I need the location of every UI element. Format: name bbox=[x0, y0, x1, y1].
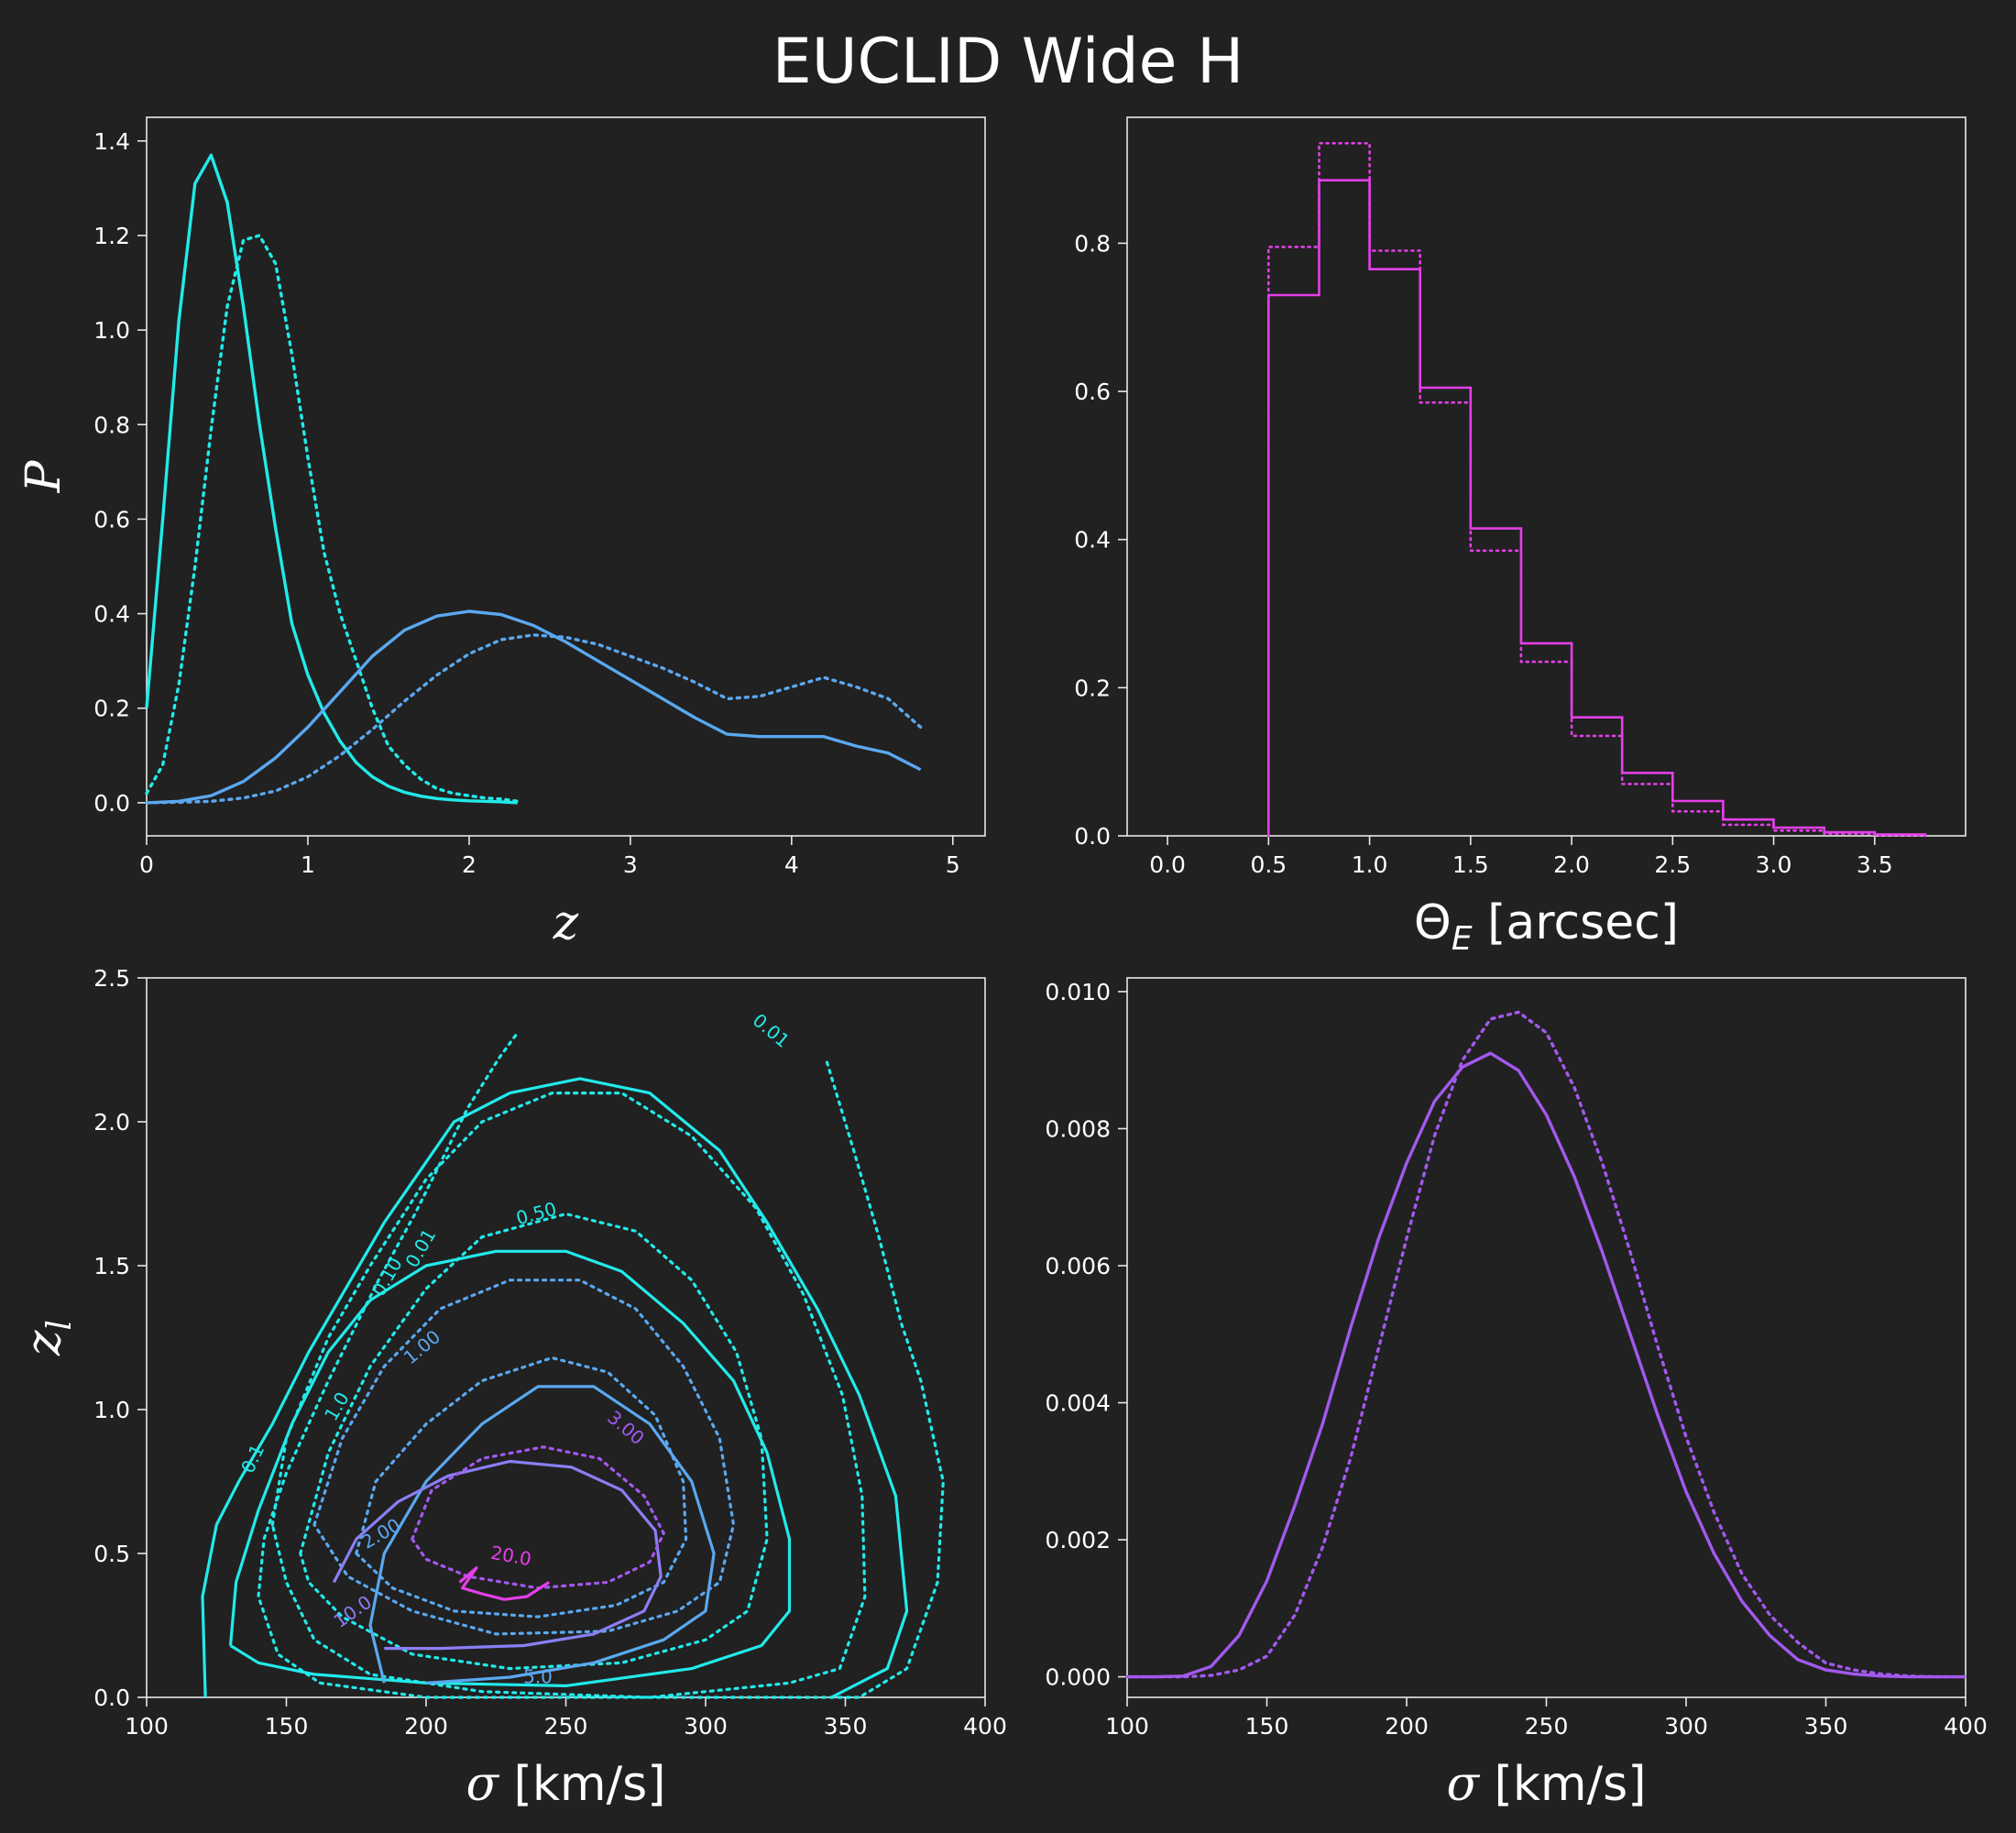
axes-frame bbox=[1126, 116, 1967, 837]
x-tick-label: 200 bbox=[1385, 1713, 1429, 1740]
x-tick-label: 400 bbox=[963, 1713, 1007, 1740]
y-tick-label: 0.2 bbox=[1074, 675, 1111, 701]
series-line-1 bbox=[145, 153, 518, 805]
y-tick-label: 0.004 bbox=[1045, 1390, 1111, 1417]
x-axis-label: σ [km/s] bbox=[1447, 1757, 1647, 1812]
y-tick-label: 1.4 bbox=[93, 128, 130, 155]
series-line-2 bbox=[145, 234, 520, 803]
x-axis-label: ΘE [arcsec] bbox=[1414, 895, 1679, 958]
x-tick-label: 0.0 bbox=[1149, 851, 1186, 878]
y-tick-label: 1.5 bbox=[93, 1253, 130, 1279]
series-line-1 bbox=[1127, 1051, 1966, 1679]
x-tick-label: 1.5 bbox=[1452, 851, 1489, 878]
x-tick-label: 1 bbox=[301, 851, 315, 878]
x-tick-label: 2 bbox=[462, 851, 477, 878]
x-tick-label: 100 bbox=[1105, 1713, 1149, 1740]
x-tick-label: 350 bbox=[824, 1713, 868, 1740]
series-line-2 bbox=[1125, 1010, 1967, 1679]
x-tick-label: 300 bbox=[684, 1713, 728, 1740]
x-tick-label: 100 bbox=[125, 1713, 169, 1740]
y-tick-label: 2.5 bbox=[93, 965, 130, 992]
contour-line-0.1 bbox=[201, 1077, 909, 1699]
series-line-3 bbox=[146, 609, 922, 805]
contour-label: 0.50 bbox=[514, 1198, 559, 1230]
contour-label: 0.01 bbox=[749, 1009, 794, 1052]
y-tick-label: 0.6 bbox=[93, 506, 130, 532]
histogram-step-2 bbox=[1267, 142, 1927, 838]
contour-label: 10.0 bbox=[330, 1591, 376, 1632]
x-tick-label: 400 bbox=[1944, 1713, 1988, 1740]
series-line-4 bbox=[145, 633, 923, 805]
x-tick-label: 250 bbox=[1525, 1713, 1569, 1740]
contour-label: 0.1 bbox=[236, 1441, 268, 1476]
x-tick-label: 4 bbox=[784, 851, 799, 878]
axes-frame bbox=[146, 116, 986, 837]
y-tick-label: 0.000 bbox=[1045, 1664, 1111, 1691]
axes-1: 0 1 2 3 4 5 0.0 0.2 0.4 0.6 0.8 1.0 1.2 1.4 z P bbox=[16, 116, 986, 950]
y-tick-label: 1.0 bbox=[93, 1397, 130, 1423]
x-tick-label: 150 bbox=[265, 1713, 309, 1740]
x-tick-label: 3 bbox=[623, 851, 638, 878]
y-axis-label: P bbox=[16, 460, 71, 494]
y-tick-label: 0.8 bbox=[93, 412, 130, 438]
figure-title: EUCLID Wide H bbox=[772, 26, 1244, 98]
contour-line-1.0 bbox=[228, 1249, 792, 1688]
y-tick-label: 0.006 bbox=[1045, 1253, 1111, 1279]
x-tick-label: 250 bbox=[544, 1713, 588, 1740]
y-tick-label: 1.2 bbox=[93, 223, 130, 249]
axes-frame bbox=[1126, 977, 1967, 1698]
contour-line-2.00 bbox=[355, 1356, 688, 1619]
y-tick-label: 0.0 bbox=[1074, 823, 1111, 850]
y-axis-label: zl bbox=[16, 1320, 79, 1356]
histogram-step-1 bbox=[1267, 179, 1927, 836]
y-tick-label: 1.0 bbox=[93, 317, 130, 344]
contour-line-0.50 bbox=[299, 1212, 769, 1671]
x-tick-label: 1.0 bbox=[1352, 851, 1388, 878]
y-tick-label: 0.5 bbox=[93, 1541, 130, 1567]
x-axis-label: z bbox=[553, 895, 579, 950]
contour-line-0.01 bbox=[257, 1034, 945, 1699]
y-tick-label: 0.4 bbox=[93, 601, 130, 628]
contour-line-10.0 bbox=[332, 1459, 663, 1651]
axes-frame bbox=[146, 977, 986, 1698]
contour-label: 20.0 bbox=[489, 1542, 533, 1570]
y-tick-label: 2.0 bbox=[93, 1109, 130, 1136]
y-tick-label: 0.4 bbox=[1074, 527, 1111, 554]
contour-line-20.0 bbox=[458, 1566, 551, 1601]
contour-label: 3.00 bbox=[603, 1406, 649, 1449]
x-tick-label: 0.5 bbox=[1250, 851, 1287, 878]
x-tick-label: 3.5 bbox=[1857, 851, 1893, 878]
contour-label: 1.0 bbox=[320, 1388, 354, 1425]
contour-label: 5.0 bbox=[523, 1665, 553, 1687]
x-tick-label: 0 bbox=[139, 851, 154, 878]
x-tick-label: 5 bbox=[946, 851, 960, 878]
x-tick-label: 200 bbox=[404, 1713, 448, 1740]
contour-line-1.00 bbox=[312, 1279, 736, 1636]
y-tick-label: 0.010 bbox=[1045, 979, 1111, 1005]
y-tick-label: 0.008 bbox=[1045, 1115, 1111, 1142]
x-tick-label: 300 bbox=[1664, 1713, 1708, 1740]
axes-2: 0.0 0.5 1.0 1.5 2.0 2.5 3.0 3.5 0.0 0.2 0.4 0.6 0.8 Θ… bbox=[1074, 116, 1967, 958]
contour-label: 1.00 bbox=[400, 1325, 445, 1368]
axes-4: 100 150 200 250 300 350 400 0.000 0.002 0.004 0.00… bbox=[1045, 977, 1988, 1812]
y-tick-label: 0.002 bbox=[1045, 1527, 1111, 1553]
x-tick-label: 2.0 bbox=[1553, 851, 1590, 878]
y-tick-label: 0.0 bbox=[93, 1685, 130, 1711]
contour-line-3.00 bbox=[411, 1445, 665, 1590]
x-axis-label: σ [km/s] bbox=[466, 1757, 666, 1812]
x-tick-label: 150 bbox=[1245, 1713, 1289, 1740]
y-tick-label: 0.6 bbox=[1074, 379, 1111, 405]
x-tick-label: 350 bbox=[1804, 1713, 1848, 1740]
y-tick-label: 0.8 bbox=[1074, 230, 1111, 257]
x-tick-label: 3.0 bbox=[1756, 851, 1792, 878]
x-tick-label: 2.5 bbox=[1654, 851, 1691, 878]
y-tick-label: 0.0 bbox=[93, 790, 130, 817]
axes-3: 100 150 200 250 300 350 400 0.0 0.5 1.0 1.5 2.0 2.5 0… bbox=[16, 965, 1007, 1812]
y-tick-label: 0.2 bbox=[93, 696, 130, 722]
contour-line-5.0 bbox=[368, 1385, 716, 1685]
